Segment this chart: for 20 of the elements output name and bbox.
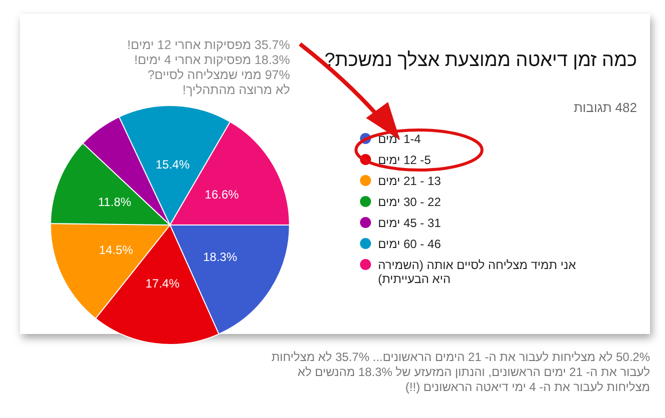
legend-label: 1-4 ימים [378,132,421,146]
legend-label: 31 - 45 ימים [378,216,441,230]
data-label: 16.6% [204,188,240,202]
text: 18.3% מפסיקות אחרי 4 ימים! [133,53,290,68]
text: 35.7% מפסיקות אחרי 12 ימים! [126,38,290,53]
data-label: 15.4% [156,158,190,172]
data-label: 14.5% [99,242,134,257]
data-label: 17.4% [145,276,180,291]
legend-label: אני תמיד מצליחה לסיים אותה (השמירה היא הבעייתית) [378,258,577,286]
data-label: 18.3% [203,250,238,264]
legend-label: 46 - 60 ימים [378,237,441,251]
text: לא מרוצה מהתהליך! [181,83,290,98]
legend-label: 22 - 30 ימים [378,195,441,209]
text: 50.2% לא מצליחות לעבור את ה- 21 הימים הראשונים... 35.7% לא מצליחות לעבור את ה- 21 ימים הראשונים, והנתון המזעזע של 18.3% מהנשים לא מצליחות לעבור את ה- 4 ימי דיאטה הראשונים (!!) [270,350,650,395]
legend-label: 13 - 21 ימים [378,174,441,188]
text: 482 תגובות [574,100,637,115]
legend-label: 5- 12 ימים [378,153,431,167]
data-label: 11.8% [98,194,132,209]
text: 97% ממי שמצליחה לסיים? [146,68,290,83]
chart-title: כמה זמן דיאטה ממוצעת אצלך נמשכת? [323,50,637,72]
